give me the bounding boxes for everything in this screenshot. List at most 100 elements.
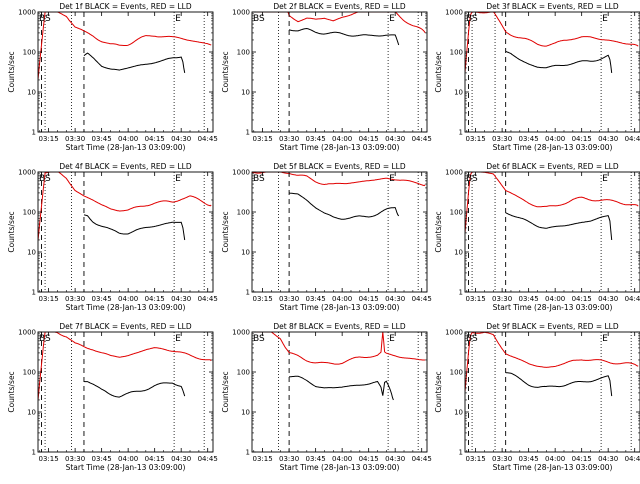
plot-frame xyxy=(464,11,640,133)
series-line-events xyxy=(288,192,400,220)
series-line-lld xyxy=(465,12,639,73)
y-tick-label: 1 xyxy=(246,129,250,137)
y-tick-label: 1000 xyxy=(445,329,463,337)
end-marker: E xyxy=(602,334,608,344)
x-tick-label: 04:00 xyxy=(332,455,352,463)
x-tick-label: 03:45 xyxy=(92,135,112,143)
series-group xyxy=(252,332,426,401)
x-tick-label: 04:15 xyxy=(145,455,165,463)
panel-title: Det 2f BLACK = Events, RED = LLD xyxy=(273,2,406,11)
x-tick-label: 04:15 xyxy=(572,295,592,303)
y-tick-label: 100 xyxy=(23,369,36,377)
end-marker: E xyxy=(389,14,395,24)
x-axis-label: Start Time (28-Jan-13 03:09:00) xyxy=(66,143,186,152)
y-tick-label: 100 xyxy=(237,209,250,217)
y-tick-label: 100 xyxy=(237,369,250,377)
series-line-events xyxy=(505,372,613,397)
series-group xyxy=(38,172,212,241)
x-tick-label: 04:15 xyxy=(572,135,592,143)
series-line-events xyxy=(289,375,394,401)
panel-det-7: Det 7f BLACK = Events, RED = LLD BS E 1 10 10… xyxy=(7,322,218,472)
plot-frame xyxy=(464,171,640,293)
y-tick-label: 10 xyxy=(454,89,463,97)
x-tick-label: 04:45 xyxy=(625,455,640,463)
x-axis-label: Start Time (28-Jan-13 03:09:00) xyxy=(280,143,400,152)
series-line-events xyxy=(288,27,400,46)
y-axis-label: Counts/sec xyxy=(434,211,443,252)
panel-det-9: Det 9f BLACK = Events, RED = LLD BS E 1 10 10… xyxy=(434,322,640,472)
series-line-lld xyxy=(465,172,639,234)
x-tick-label: 04:45 xyxy=(198,455,218,463)
panel-title: Det 6f BLACK = Events, RED = LLD xyxy=(486,162,619,171)
series-line-lld xyxy=(252,172,426,187)
y-tick-label: 10 xyxy=(27,89,36,97)
y-axis-label: Counts/sec xyxy=(221,51,230,92)
y-tick-label: 10 xyxy=(27,409,36,417)
x-tick-label: 04:45 xyxy=(412,295,432,303)
plot-frame xyxy=(251,331,428,453)
x-axis-label: Start Time (28-Jan-13 03:09:00) xyxy=(493,143,613,152)
x-tick-label: 04:30 xyxy=(171,135,191,143)
x-tick-label: 03:15 xyxy=(39,295,59,303)
y-tick-label: 1000 xyxy=(445,169,463,177)
series-group xyxy=(465,332,639,397)
x-tick-label: 03:45 xyxy=(306,135,326,143)
series-group xyxy=(38,12,212,80)
x-tick-label: 03:15 xyxy=(466,135,486,143)
series-line-events xyxy=(505,50,613,73)
y-axis-label: Counts/sec xyxy=(7,51,16,92)
series-line-lld xyxy=(38,332,212,401)
y-tick-label: 1000 xyxy=(18,169,36,177)
panel-title: Det 4f BLACK = Events, RED = LLD xyxy=(59,162,192,171)
y-tick-label: 100 xyxy=(237,49,250,57)
x-tick-label: 03:45 xyxy=(306,295,326,303)
panel-det-1: Det 1f BLACK = Events, RED = LLD BS E 1 10 10… xyxy=(7,2,218,152)
series-line-events xyxy=(83,381,186,398)
series-line-lld xyxy=(465,332,639,392)
x-tick-label: 03:15 xyxy=(39,135,59,143)
x-tick-label: 03:45 xyxy=(306,455,326,463)
series-group xyxy=(38,332,212,401)
y-tick-label: 1000 xyxy=(445,9,463,17)
x-tick-label: 03:30 xyxy=(492,295,512,303)
panel-title: Det 3f BLACK = Events, RED = LLD xyxy=(486,2,619,11)
end-marker: E xyxy=(389,334,395,344)
x-tick-label: 04:45 xyxy=(198,295,218,303)
x-tick-label: 03:15 xyxy=(39,455,59,463)
y-tick-label: 10 xyxy=(454,249,463,257)
start-marker: BS xyxy=(466,14,478,24)
x-tick-label: 03:15 xyxy=(253,295,273,303)
x-tick-label: 03:30 xyxy=(65,455,85,463)
series-group xyxy=(465,172,639,241)
y-axis-label: Counts/sec xyxy=(7,211,16,252)
y-tick-label: 10 xyxy=(241,89,250,97)
panel-title: Det 7f BLACK = Events, RED = LLD xyxy=(59,322,192,331)
start-marker: BS xyxy=(466,334,478,344)
y-axis-label: Counts/sec xyxy=(221,211,230,252)
end-marker: E xyxy=(175,14,181,24)
y-tick-label: 1 xyxy=(246,449,250,457)
y-tick-label: 100 xyxy=(450,49,463,57)
series-group xyxy=(465,12,639,73)
y-tick-label: 1 xyxy=(32,449,36,457)
x-tick-label: 04:00 xyxy=(118,295,138,303)
y-tick-label: 1000 xyxy=(232,169,250,177)
x-tick-label: 03:30 xyxy=(279,295,299,303)
y-axis-label: Counts/sec xyxy=(7,371,16,412)
y-tick-label: 1 xyxy=(246,289,250,297)
series-line-lld xyxy=(38,12,212,80)
y-tick-label: 100 xyxy=(450,369,463,377)
x-tick-label: 04:45 xyxy=(625,295,640,303)
panel-det-4: Det 4f BLACK = Events, RED = LLD BS E 1 10 10… xyxy=(7,162,218,312)
series-line-lld xyxy=(252,332,426,365)
plot-frame xyxy=(251,171,428,293)
plot-frame xyxy=(37,171,214,293)
panel-det-5: Det 5f BLACK = Events, RED = LLD BS E 1 10 10… xyxy=(221,162,432,312)
end-marker: E xyxy=(602,14,608,24)
start-marker: BS xyxy=(253,334,265,344)
x-tick-label: 04:45 xyxy=(198,135,218,143)
panel-det-6: Det 6f BLACK = Events, RED = LLD BS E 1 10 10… xyxy=(434,162,640,312)
x-tick-label: 03:45 xyxy=(519,455,539,463)
y-tick-label: 10 xyxy=(241,249,250,257)
